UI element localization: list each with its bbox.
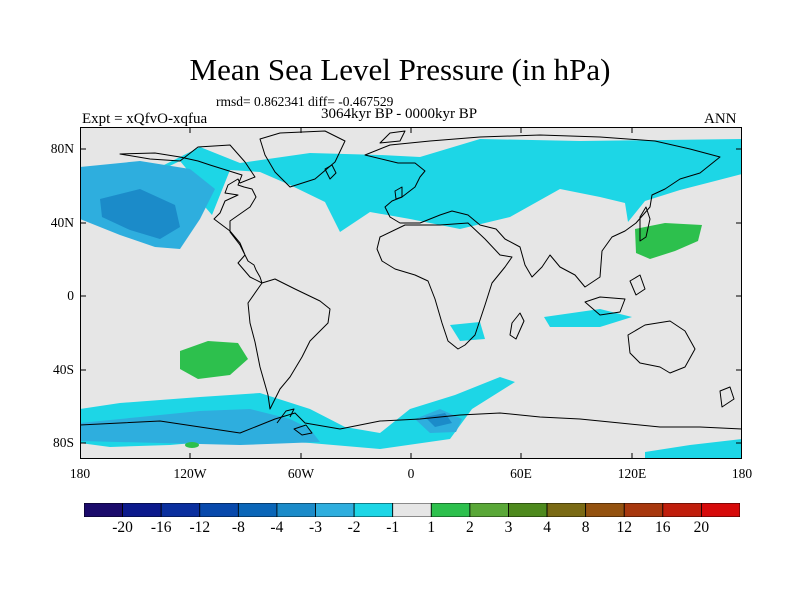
colorbar-swatch [623, 503, 664, 517]
colorbar-label: 1 [427, 519, 436, 536]
colorbar-swatch [276, 503, 316, 517]
colorbar-label: 20 [693, 519, 710, 536]
colorbar-label: -16 [150, 519, 172, 536]
lon-label-60w: 60W [287, 466, 315, 481]
colorbar-label: -12 [189, 519, 211, 536]
colorbar-label: -3 [309, 519, 322, 536]
colorbar-label: -8 [231, 519, 245, 536]
colorbar-label: 2 [466, 519, 474, 536]
tick-marks [80, 127, 742, 459]
period-text: 3064kyr BP - 0000kyr BP [321, 106, 478, 122]
plot-title: Mean Sea Level Pressure (in hPa) [189, 52, 611, 87]
colorbar-label: 3 [504, 519, 513, 536]
lat-label-80n: 80N [50, 141, 74, 156]
colorbar-swatch [392, 503, 432, 517]
colorbar-swatch [315, 503, 355, 517]
colorbar-label: -20 [112, 519, 133, 536]
colorbar-label: 8 [581, 519, 590, 536]
season-label: ANN [704, 111, 737, 127]
colorbar-swatch [160, 503, 201, 517]
lon-label-180-east: 180 [731, 466, 753, 481]
colorbar-swatch [430, 503, 471, 517]
colorbar-swatch [237, 503, 278, 517]
lat-label-80s: 80S [52, 435, 74, 450]
stats-text: rmsd= 0.862341 diff= -0.467529 [216, 94, 394, 109]
colorbar-label: 4 [543, 519, 551, 536]
experiment-label: Expt = xQfvO-xqfua [82, 111, 208, 127]
colorbar-label: -1 [386, 519, 400, 536]
lon-label-180-west: 180 [69, 466, 91, 481]
lat-label-40s: 40S [52, 362, 74, 377]
colorbar-swatch [84, 503, 123, 517]
lon-label-0: 0 [407, 466, 415, 481]
lon-label-120e: 120E [617, 466, 647, 481]
colorbar-swatch [701, 503, 740, 517]
lon-label-60e: 60E [510, 466, 532, 481]
colorbar-label: 12 [616, 519, 632, 536]
lat-label-40n: 40N [50, 215, 74, 230]
colorbar-label: -2 [347, 519, 361, 536]
colorbar-swatch [469, 503, 509, 517]
colorbar-swatch [546, 503, 587, 517]
colorbar-label: 16 [655, 519, 671, 536]
colorbar-swatch [585, 503, 625, 517]
colorbar-swatch [199, 503, 239, 517]
colorbar-swatch [662, 503, 702, 517]
map-panel [80, 127, 742, 459]
lat-label-0: 0 [67, 288, 74, 303]
colorbar-swatch [353, 503, 394, 517]
colorbar [84, 503, 740, 517]
lon-label-120w: 120W [173, 466, 207, 481]
coastlines [80, 130, 742, 436]
colorbar-swatch [122, 503, 162, 517]
colorbar-swatch [508, 503, 548, 517]
colorbar-label: -4 [270, 519, 284, 536]
